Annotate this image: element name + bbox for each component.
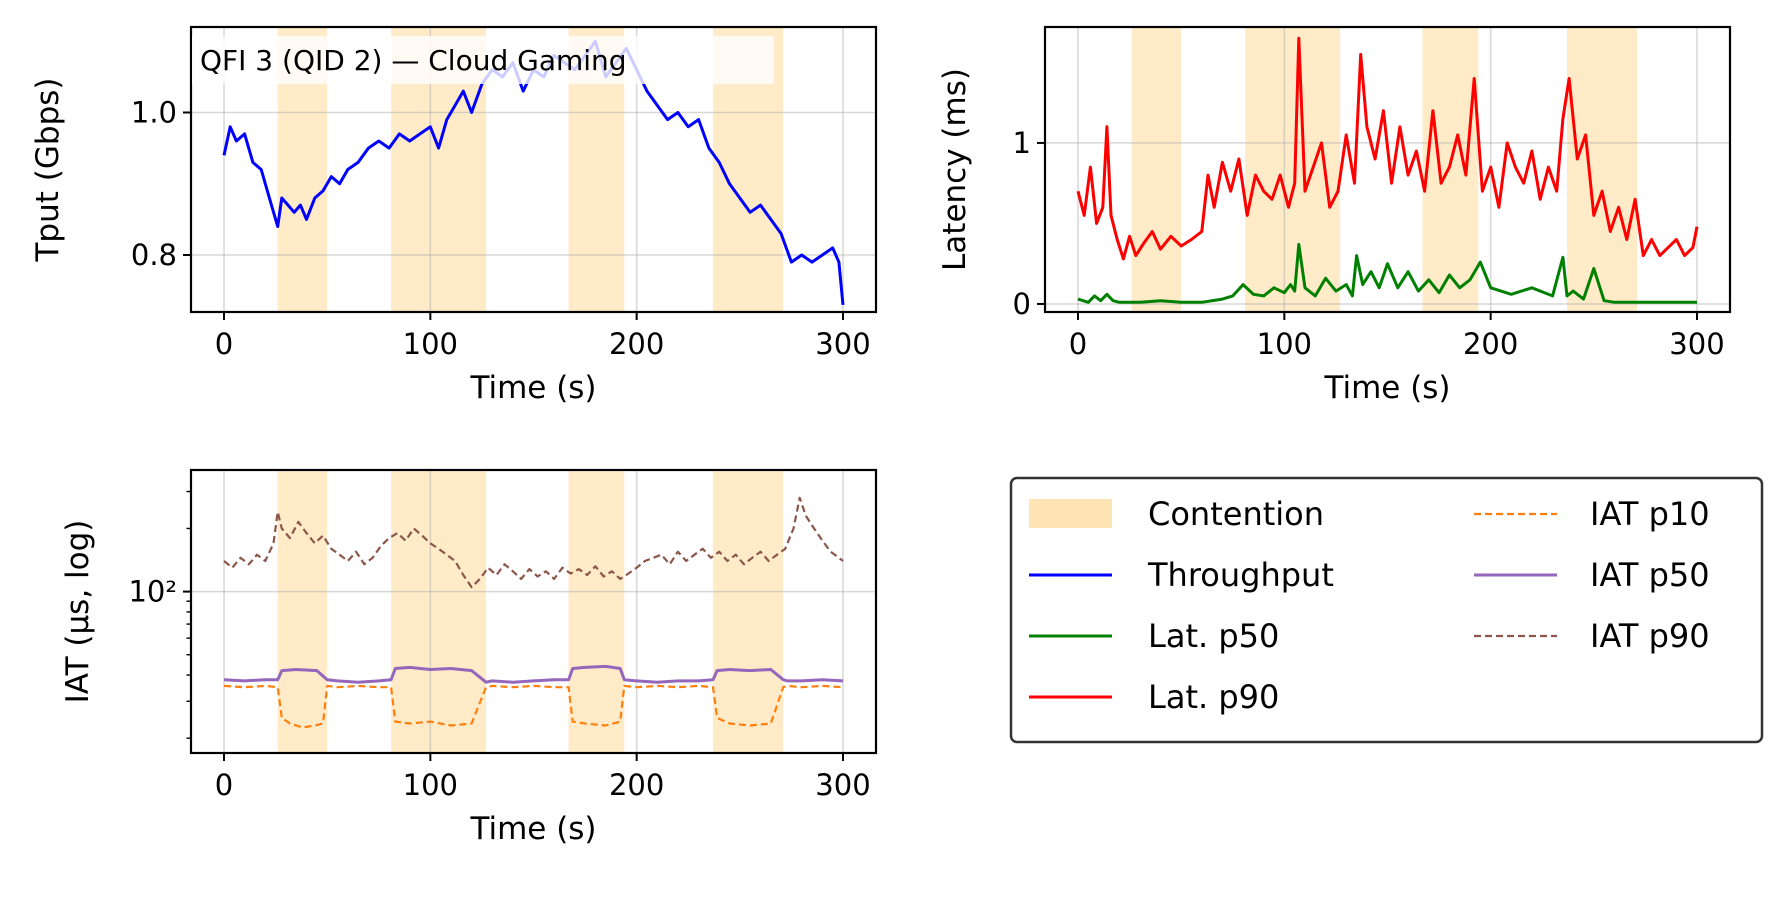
contention-span [277, 470, 328, 753]
x-axis-label: Time (s) [469, 811, 596, 847]
throughput-panel: 0 100 200 300 0.8 1.0 Time (s) Tput (Gbps) QFI 3… [30, 25, 878, 406]
contention-span [1567, 27, 1638, 312]
y-axis-label: IAT (µs, log) [60, 520, 96, 704]
x-axis-label: Time (s) [469, 370, 596, 406]
grid [191, 470, 876, 753]
y-axis-label: Latency (ms) [937, 68, 973, 271]
legend-frame [1009, 476, 1764, 744]
legend-item: Lat. p90 [1029, 678, 1279, 716]
contention-span [713, 470, 784, 753]
legend-item: IAT p10 [1474, 495, 1710, 533]
legend-label: IAT p50 [1590, 556, 1710, 594]
legend-label: Contention [1148, 495, 1324, 533]
x-tick-label: 100 [403, 768, 458, 802]
y-tick-label: 1.0 [131, 96, 177, 130]
x-tick-label: 200 [1463, 327, 1518, 361]
legend-label: Throughput [1147, 556, 1334, 594]
legend-label: IAT p90 [1590, 617, 1710, 655]
legend-item: Throughput [1029, 556, 1334, 594]
series-line-lat-p50 [1077, 242, 1697, 304]
x-tick-label: 0 [215, 768, 233, 802]
x-tick-label: 200 [609, 327, 664, 361]
series-line-iat-p50 [223, 664, 844, 684]
series-line-iat-p90 [223, 496, 844, 589]
legend-item: IAT p50 [1474, 556, 1710, 594]
iat-panel: 0 100 200 300 10² Time (s) IAT (µs, log) [60, 468, 878, 847]
legend-item: Lat. p50 [1029, 617, 1279, 655]
legend-label: IAT p10 [1590, 495, 1710, 533]
legend-label: Lat. p50 [1148, 617, 1279, 655]
x-tick-label: 300 [1669, 327, 1724, 361]
x-tick-label: 300 [815, 768, 870, 802]
x-tick-label: 100 [403, 327, 458, 361]
panel-title: QFI 3 (QID 2) — Cloud Gaming [200, 44, 627, 77]
axes-frame [1043, 25, 1732, 314]
series-line-iat-p10 [223, 684, 844, 729]
legend: Contention Throughput Lat. p50 Lat. p90 IAT … [1009, 476, 1764, 744]
legend-label: Lat. p90 [1148, 678, 1279, 716]
y-tick-label: 0 [1013, 287, 1031, 321]
x-tick-label: 300 [815, 327, 870, 361]
contention-span [1131, 27, 1182, 312]
contention-span [1422, 27, 1479, 312]
x-axis-label: Time (s) [1323, 370, 1450, 406]
y-axis-label: Tput (Gbps) [30, 78, 66, 263]
title-box [192, 36, 774, 84]
series-line-lat-p90 [1076, 36, 1699, 261]
legend-item: IAT p90 [1474, 617, 1710, 655]
y-tick-label: 1 [1013, 126, 1031, 160]
latency-panel: 0 100 200 300 0 1 Time (s) Latency (ms) [937, 25, 1732, 406]
x-tick-label: 0 [215, 327, 233, 361]
x-tick-label: 0 [1069, 327, 1087, 361]
y-tick-label: 10² [128, 575, 177, 609]
legend-swatch [1029, 499, 1112, 528]
legend-item: Contention [1029, 495, 1324, 533]
x-tick-label: 200 [609, 768, 664, 802]
contention-span [568, 470, 625, 753]
axes-frame [189, 25, 878, 314]
x-tick-label: 100 [1257, 327, 1312, 361]
contention-span [391, 470, 487, 753]
y-tick-label: 0.8 [131, 238, 177, 272]
